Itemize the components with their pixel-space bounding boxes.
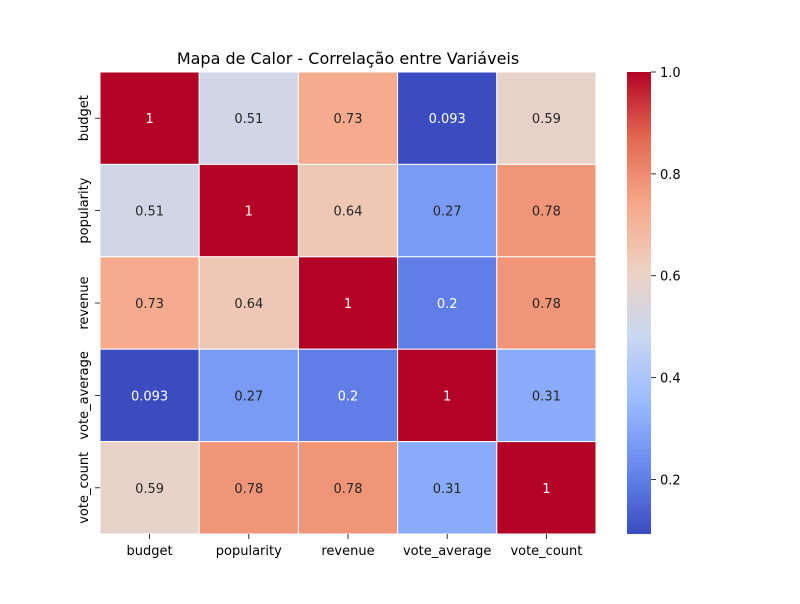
cell-value-label: 0.093 [429,112,466,127]
x-tick-label: revenue [321,544,374,559]
cell-value-label: 1 [245,205,253,220]
cell-value-label: 0.2 [338,389,359,404]
heatmap-cell [297,163,399,258]
cell-value-label: 0.093 [131,389,168,404]
heatmap-cell [99,163,200,258]
cell-value-label: 0.59 [532,112,561,127]
y-tick-label: popularity [77,177,92,243]
heatmap-cell [397,348,498,443]
x-axis-ticks: budget popularity revenue vote_average vote_… [127,534,582,559]
cell-value-label: 1 [344,297,352,312]
heatmap-cell [198,71,299,165]
cell-value-label: 0.2 [437,297,458,312]
heatmap-cell [496,348,597,443]
heatmap-cell [198,441,299,535]
cell-value-label: 0.51 [234,112,263,127]
cell-value-label: 0.64 [334,205,363,220]
heatmap-cell [99,71,200,165]
heatmap-cell [397,71,498,165]
cell-value-label: 0.78 [532,205,561,220]
colorbar: 0.2 0.4 0.6 0.8 1.0 [627,66,681,534]
cell-value-label: 0.64 [234,297,263,312]
cell-value-label: 0.31 [532,389,561,404]
cell-value-label: 0.27 [433,205,462,220]
heatmap-cell [198,348,299,443]
heatmap-cell [496,441,597,535]
cell-value-label: 0.73 [135,297,164,312]
y-tick-label: budget [77,95,92,141]
y-tick-label: vote_average [77,351,92,439]
colorbar-gradient [627,72,651,534]
heatmap-cell [297,441,399,535]
heatmap-cell [297,348,399,443]
heatmap-cell [297,256,399,350]
cell-value-label: 1 [145,112,153,127]
heatmap-cell [496,256,597,350]
heatmap-cell [496,71,597,165]
colorbar-tick-label: 0.6 [660,270,681,285]
cell-value-label: 0.73 [334,112,363,127]
colorbar-tick-label: 0.8 [660,168,681,183]
heatmap-cell [397,256,498,350]
heatmap-cells: 1 0.51 0.73 0.093 0.59 0.51 1 0.64 0.27 0.78 0.73 0… [99,71,597,535]
cell-value-label: 0.59 [135,482,164,497]
cell-value-label: 1 [542,482,550,497]
heatmap-cell [99,441,200,535]
cell-value-label: 0.31 [433,482,462,497]
cell-value-label: 0.27 [234,389,263,404]
x-tick-label: popularity [216,544,282,559]
x-tick-label: budget [127,544,173,559]
y-axis-ticks: budget popularity revenue vote_average vote_… [77,95,100,524]
y-tick-label: vote_count [77,452,92,524]
x-tick-label: vote_average [403,544,491,559]
y-tick-label: revenue [77,276,92,329]
cell-value-label: 0.51 [135,205,164,220]
cell-value-label: 0.78 [532,297,561,312]
heatmap-cell [198,256,299,350]
cell-value-label: 0.78 [234,482,263,497]
heatmap-cell [297,71,399,165]
colorbar-tick-label: 0.2 [660,473,681,488]
colorbar-tick-label: 0.4 [660,372,681,387]
x-tick-label: vote_count [510,544,582,559]
heatmap-cell [496,163,597,258]
chart-title: Mapa de Calor - Correlação entre Variáve… [177,49,519,68]
cell-value-label: 1 [443,389,451,404]
cell-value-label: 0.78 [334,482,363,497]
colorbar-tick-label: 1.0 [660,66,681,81]
